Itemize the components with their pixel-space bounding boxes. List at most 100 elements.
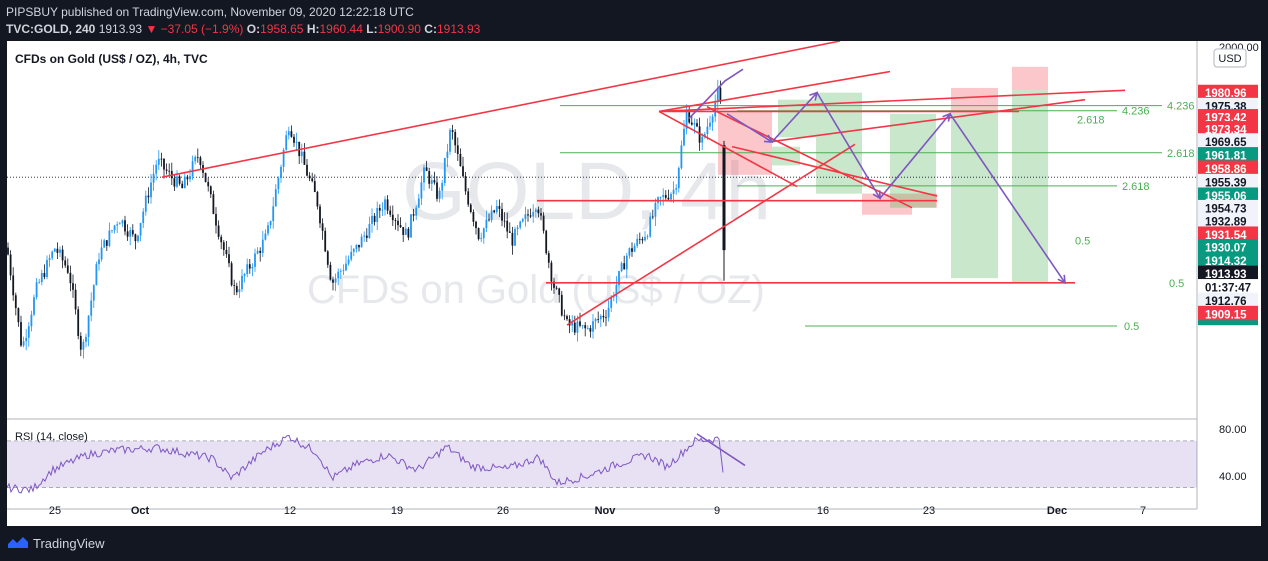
candle-body <box>649 216 652 237</box>
price-label-box <box>1198 305 1258 323</box>
candle-body <box>358 244 360 248</box>
chart-area[interactable]: GOLD, 4h CFDs on Gold (US$ / OZ) 4.236 4.… <box>7 41 1261 526</box>
candle-body <box>404 228 407 235</box>
rr-box <box>1012 90 1048 283</box>
candle-body <box>664 195 667 198</box>
candle-body <box>235 286 238 293</box>
watermark-description: CFDs on Gold (US$ / OZ) <box>307 268 765 312</box>
candle-body <box>59 249 61 253</box>
price-axis: 2000.001980.961975.381973.421973.341969.… <box>1198 42 1259 326</box>
candle-body <box>256 250 259 254</box>
price-label: 1931.54 <box>1205 230 1247 242</box>
candle-body <box>204 172 207 182</box>
candle-body <box>436 182 438 199</box>
price-label-box <box>1198 160 1258 178</box>
arrowhead <box>1057 274 1066 285</box>
arrowhead <box>809 91 819 101</box>
candle-body <box>98 259 100 265</box>
price-label: 1954.73 <box>1205 203 1247 215</box>
candle-body <box>563 315 566 317</box>
candle-body <box>631 248 633 252</box>
time-tick-label: Nov <box>595 505 617 517</box>
candle-body <box>300 151 303 157</box>
candlesticks <box>7 79 1197 359</box>
time-tick-label: 12 <box>284 505 296 517</box>
candle-body <box>46 259 48 278</box>
candle-body <box>196 156 199 158</box>
candle-body <box>230 263 233 286</box>
price-label: 1980.96 <box>1205 88 1247 100</box>
candle-body <box>95 264 98 286</box>
candle-body <box>207 181 210 187</box>
candle-body <box>449 130 451 152</box>
candle-body <box>337 271 340 279</box>
candle-body <box>662 195 665 198</box>
currency-badge-box[interactable] <box>1213 48 1247 68</box>
candle-body <box>482 228 485 239</box>
candle-body <box>295 141 298 143</box>
time-tick-label: 26 <box>497 505 509 517</box>
candle-body <box>644 236 646 241</box>
candle-body <box>716 87 719 103</box>
currency-badge[interactable]: USD <box>1218 53 1241 65</box>
candle-body <box>378 208 381 211</box>
candle-body <box>511 232 514 246</box>
candle-body <box>66 265 69 273</box>
candle-body <box>326 251 329 265</box>
trendline <box>658 110 798 188</box>
candle-body <box>485 219 488 229</box>
candle-body <box>222 242 225 250</box>
trendline <box>161 41 841 178</box>
candle-body <box>501 208 503 221</box>
price-label: 1955.39 <box>1205 177 1247 189</box>
candle-body <box>701 136 704 143</box>
low-value: 1900.90 <box>377 22 421 36</box>
candle-body <box>542 215 545 231</box>
candle-body <box>410 214 412 238</box>
candle-body <box>620 263 623 272</box>
candle-body <box>350 251 353 260</box>
candle-body <box>225 249 228 255</box>
tradingview-logo-icon[interactable] <box>6 534 30 550</box>
candle-body <box>147 195 150 198</box>
price-label: 1909.15 <box>1205 309 1247 321</box>
candle-body <box>129 230 132 237</box>
candle-body <box>165 169 168 171</box>
candle-body <box>22 341 25 346</box>
price-chart[interactable]: GOLD, 4h CFDs on Gold (US$ / OZ) 4.236 4.… <box>7 41 1261 526</box>
chart-title: CFDs on Gold (US$ / OZ), 4h, TVC <box>15 52 208 66</box>
candle-body <box>293 136 295 143</box>
candle-body <box>534 209 537 212</box>
candle-body <box>467 191 470 205</box>
candle-body <box>365 235 368 238</box>
candle-body <box>103 240 106 248</box>
candle-body <box>402 227 405 235</box>
trendline <box>658 89 1126 113</box>
price-label-box <box>1198 173 1258 191</box>
fib-label: 0.5 <box>1124 321 1139 333</box>
candle-body <box>334 278 337 283</box>
candle-body <box>121 220 124 224</box>
candle-body <box>285 135 288 150</box>
rr-box <box>718 111 772 175</box>
candle-body <box>215 213 217 226</box>
candle-body <box>345 263 347 271</box>
extra-path-line <box>688 68 744 120</box>
candle-body <box>111 230 113 232</box>
candle-body <box>589 328 592 332</box>
time-tick-label: 7 <box>1140 505 1146 517</box>
candle-body <box>602 315 605 318</box>
price-label-box <box>1198 252 1258 270</box>
candle-body <box>599 315 602 320</box>
candle-body <box>438 190 441 199</box>
candle-body <box>144 195 147 212</box>
candle-body <box>581 325 584 326</box>
price-label-box <box>1198 147 1258 165</box>
candle-body <box>420 182 423 199</box>
candle-body <box>527 214 529 216</box>
candle-body <box>514 228 516 246</box>
candle-body <box>178 176 181 184</box>
tradingview-brand[interactable]: TradingView <box>33 536 105 551</box>
time-tick-label: 19 <box>391 505 403 517</box>
candle-body <box>183 176 186 189</box>
